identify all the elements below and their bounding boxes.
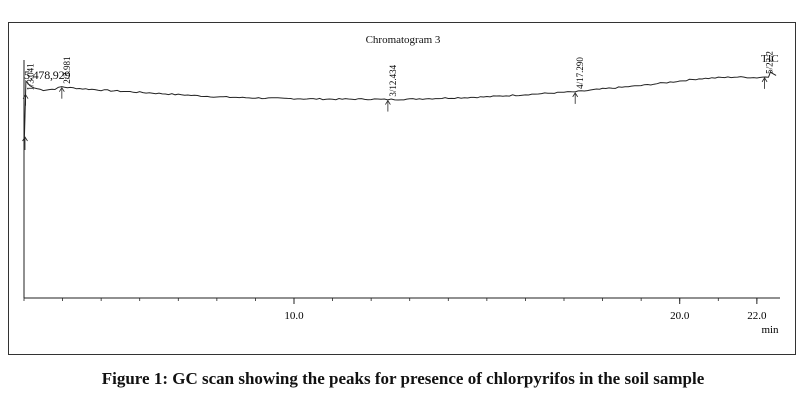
chromatogram-trace (23, 70, 777, 152)
peak-label: 4/17.290 (575, 57, 585, 89)
chart-frame (8, 22, 796, 355)
peak-arrowhead (572, 92, 579, 98)
peak-markers: 1/3.041 2/3.981 3/12.434 4/17.290 5/22.2 (22, 51, 775, 150)
peak-arrowhead (385, 99, 391, 105)
x-ticks: 10.0 20.0 22.0 (23, 298, 767, 322)
peak-arrowhead (58, 86, 65, 92)
x-tick-label: 20.0 (670, 310, 690, 322)
peak-label: 2/3.981 (62, 56, 72, 83)
trace (23, 70, 777, 152)
figure-caption: Figure 1: GC scan showing the peaks for … (101, 369, 705, 388)
chart-title: Chromatogram 3 (365, 34, 441, 46)
start-arrowhead (22, 136, 28, 142)
peak-label: 5/22.2 (765, 51, 775, 74)
peak-arrowhead (761, 77, 768, 83)
x-tick-label: 10.0 (284, 310, 304, 322)
x-tick-label: 22.0 (747, 310, 767, 322)
max-intensity-label: 5,478,929 (24, 68, 71, 82)
peak-arrowhead (22, 93, 29, 99)
axes (23, 60, 780, 299)
x-axis-label: min (761, 324, 779, 336)
peak-label: 1/3.041 (26, 63, 36, 90)
detector-label: TIC (761, 53, 779, 65)
peak-label: 3/12.434 (388, 64, 398, 96)
